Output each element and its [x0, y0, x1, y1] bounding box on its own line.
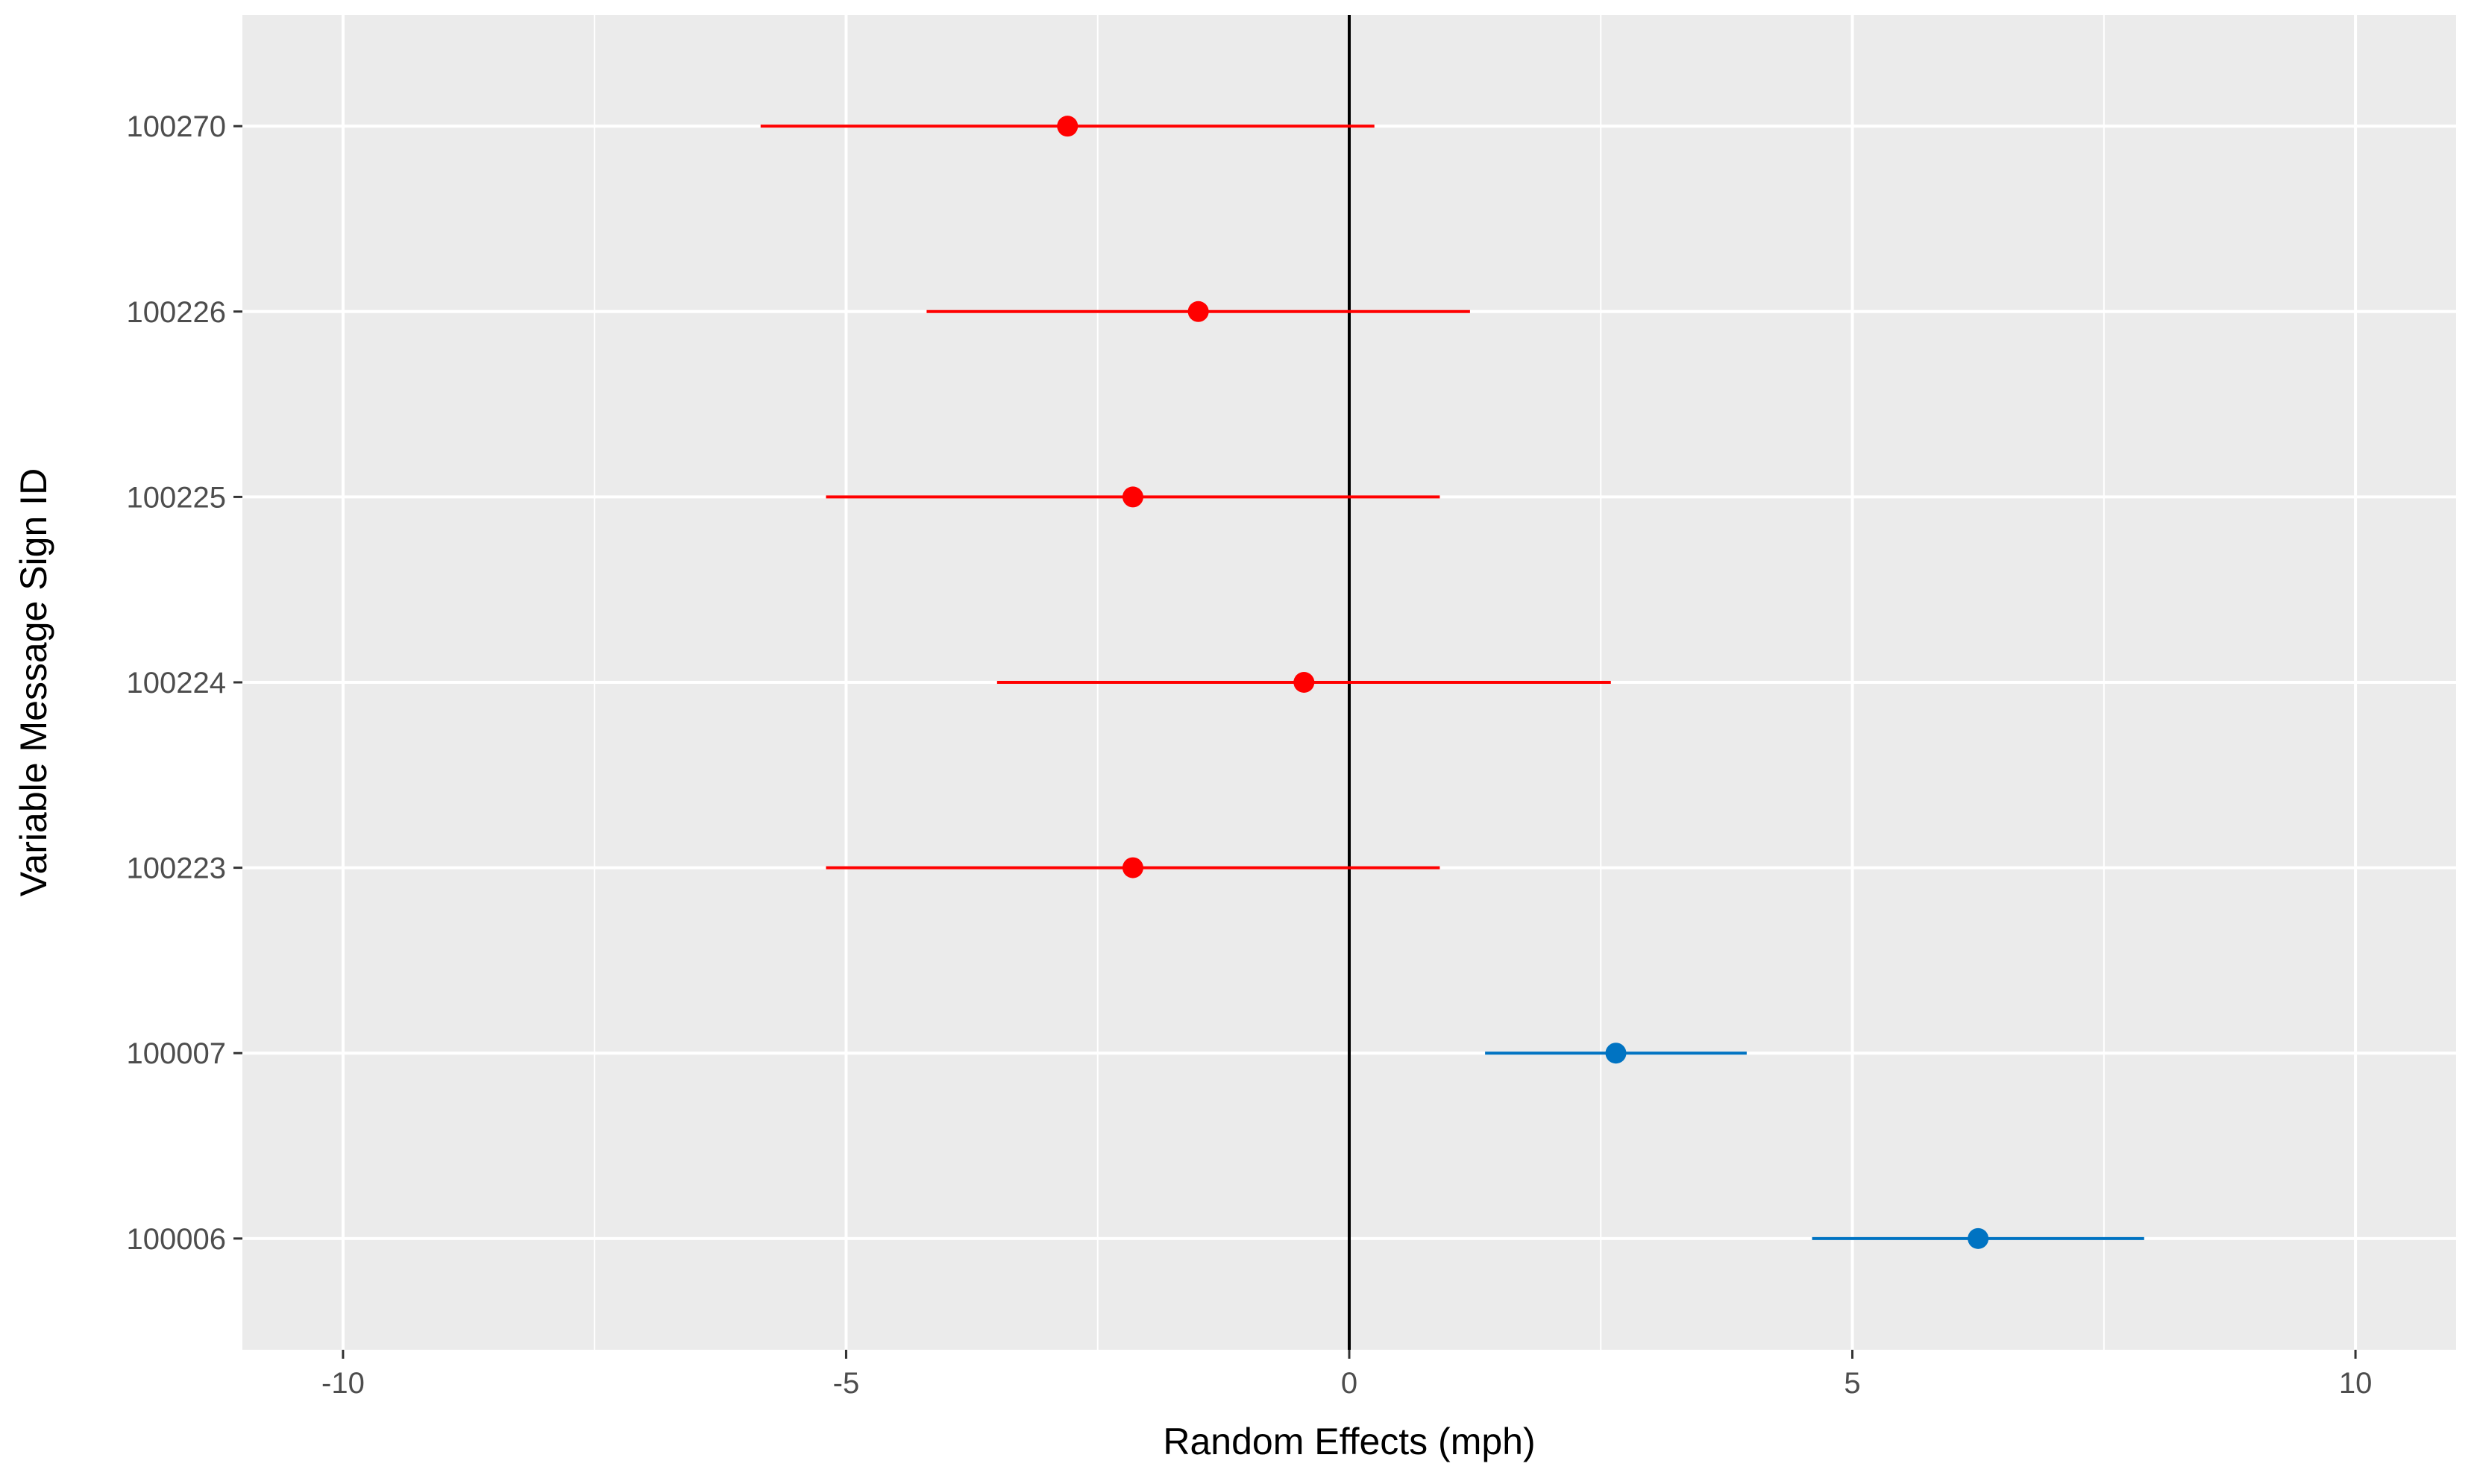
y-tick-label: 100006 [127, 1223, 226, 1256]
y-tick-label: 100225 [127, 481, 226, 514]
estimate-point [1293, 672, 1315, 693]
y-tick-label: 100226 [127, 296, 226, 329]
x-tick-label: -10 [321, 1367, 365, 1400]
y-axis: 100270 100226 100225 100224 100223 100007 1000… [127, 110, 242, 1256]
estimate-point [1122, 857, 1143, 878]
estimate-point [1057, 116, 1078, 137]
y-tick-label: 100270 [127, 110, 226, 143]
y-tick-label: 100224 [127, 667, 226, 699]
estimate-point [1122, 486, 1143, 508]
estimate-point [1605, 1043, 1627, 1064]
x-axis-title: Random Effects (mph) [1163, 1421, 1535, 1462]
y-axis-title: Variable Message Sign ID [13, 468, 54, 896]
x-tick-label: 10 [2339, 1367, 2373, 1400]
x-tick-label: -5 [833, 1367, 860, 1400]
interval-marks [760, 116, 2144, 1249]
estimate-point [1968, 1227, 1989, 1249]
y-tick-label: 100223 [127, 852, 226, 885]
x-tick-label: 0 [1341, 1367, 1357, 1400]
x-axis: -10 -5 0 5 10 [321, 1350, 2372, 1400]
x-tick-label: 5 [1844, 1367, 1860, 1400]
estimate-point [1187, 301, 1209, 322]
y-tick-label: 100007 [127, 1037, 226, 1070]
